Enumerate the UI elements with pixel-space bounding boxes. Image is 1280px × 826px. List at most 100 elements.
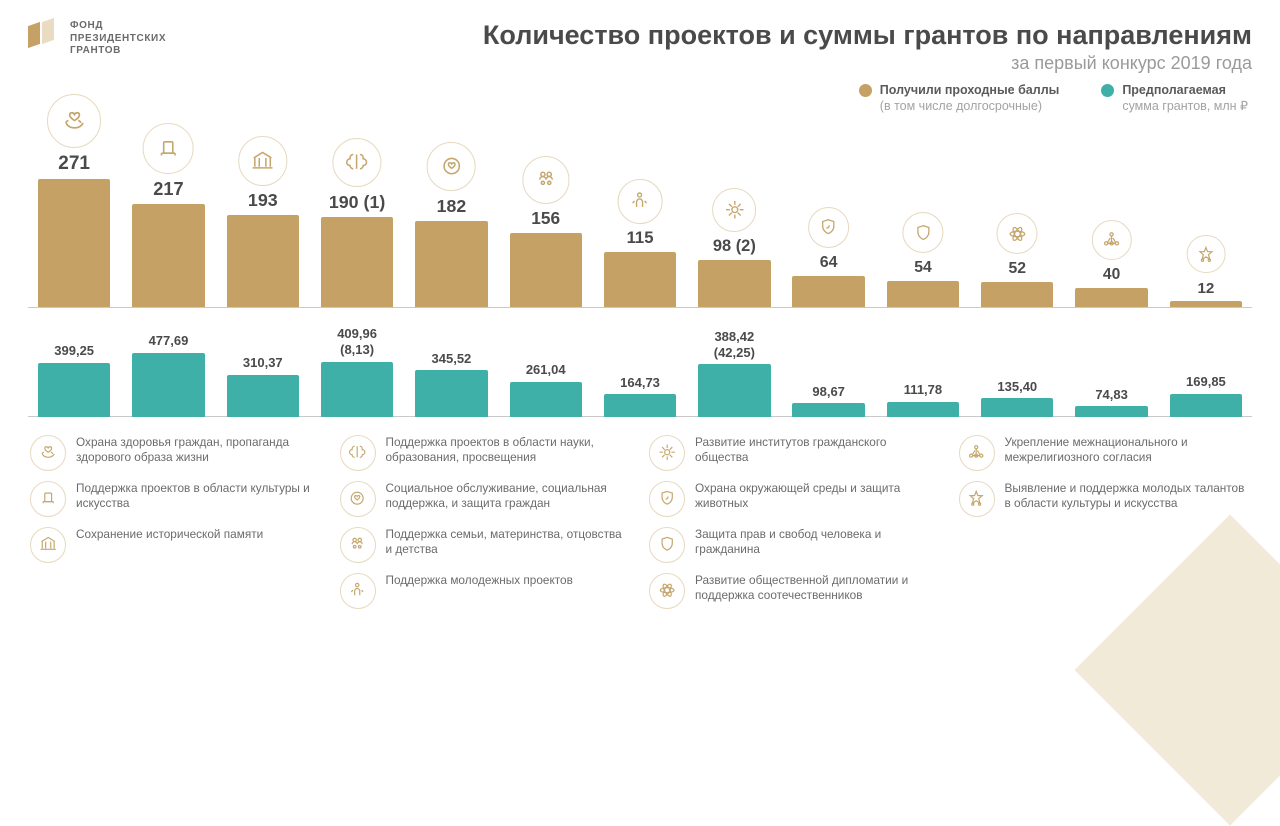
category-label: Поддержка проектов в области культуры и … [76, 481, 322, 513]
bar-top-label: 190 (1) [313, 192, 401, 213]
category-item: Поддержка проектов в области культуры и … [30, 481, 322, 517]
category-item: Защита прав и свобод человека и граждани… [649, 527, 941, 563]
logo-mark-icon [28, 20, 62, 54]
bar-top-label: 217 [124, 179, 212, 200]
chart-column: 12169,85 [1162, 121, 1250, 417]
bar-top-label: 64 [785, 254, 873, 272]
bar-top-label: 98 (2) [690, 237, 778, 256]
bar-projects [604, 252, 676, 306]
bar-grants [1075, 406, 1147, 416]
logo: ФОНД ПРЕЗИДЕНТСКИХ ГРАНТОВ [28, 20, 166, 58]
bar-projects [510, 233, 582, 307]
brain-icon [332, 138, 381, 187]
category-item: Сохранение исторической памяти [30, 527, 322, 563]
bar-projects [1075, 288, 1147, 307]
category-label: Сохранение исторической памяти [76, 527, 263, 543]
youth-icon [618, 179, 663, 224]
heart-hands-icon [30, 435, 66, 471]
bar-top-label: 156 [502, 208, 590, 229]
bar-grants [604, 394, 676, 416]
page-title: Количество проектов и суммы грантов по н… [184, 20, 1252, 51]
category-label: Развитие общественной дипломатии и подде… [695, 573, 941, 605]
family-icon [522, 156, 569, 203]
legend-passed: Получили проходные баллы (в том числе дол… [859, 82, 1060, 115]
bar-projects [132, 204, 204, 306]
bar-grants [415, 370, 487, 416]
chart-column: 54 111,78 [879, 121, 967, 417]
bar-grants [321, 362, 393, 417]
bar-grants [698, 364, 770, 416]
category-label: Охрана окружающей среды и защита животны… [695, 481, 941, 513]
legend-passed-main: Получили проходные баллы [880, 83, 1060, 97]
bar-bottom-label: 345,52 [407, 351, 495, 367]
compass-icon [649, 435, 685, 471]
logo-text: ФОНД ПРЕЗИДЕНТСКИХ ГРАНТОВ [70, 20, 166, 58]
bar-grants [510, 382, 582, 417]
orbits-icon [997, 213, 1038, 254]
bar-bottom-label: 261,04 [502, 362, 590, 378]
header: ФОНД ПРЕЗИДЕНТСКИХ ГРАНТОВ Количество пр… [28, 20, 1252, 74]
bar-top-label: 115 [596, 228, 684, 248]
youth-icon [340, 573, 376, 609]
network-icon [959, 435, 995, 471]
bar-grants [132, 353, 204, 417]
bar-bottom-label: 111,78 [879, 382, 967, 398]
chart-column: 64 98,67 [785, 121, 873, 417]
bar-grants [227, 375, 299, 417]
chart-column: 271 399,25 [30, 121, 118, 417]
network-icon [1091, 220, 1131, 260]
bar-bottom-label: 135,40 [973, 379, 1061, 395]
category-item: Поддержка молодежных проектов [340, 573, 632, 609]
bar-bottom-label: 169,85 [1162, 374, 1250, 390]
category-item: Поддержка проектов в области науки, обра… [340, 435, 632, 471]
star-icon [959, 481, 995, 517]
bar-top-label: 182 [407, 196, 495, 217]
bar-top-label: 193 [219, 190, 307, 211]
bar-top-label: 40 [1067, 266, 1155, 284]
category-label: Поддержка молодежных проектов [386, 573, 573, 589]
bar-bottom-label: 74,83 [1067, 387, 1155, 403]
bar-bottom-label: 388,42(42,25) [690, 329, 778, 360]
category-label: Укрепление межнационального и межрелигио… [1005, 435, 1251, 467]
chart-column: 98 (2) 388,42(42,25) [690, 121, 778, 417]
chart-column: 217477,69 [124, 121, 212, 417]
bar-grants [792, 403, 864, 416]
bar-grants [38, 363, 110, 416]
category-label: Поддержка семьи, материнства, отцовства … [386, 527, 632, 559]
bar-top-label: 54 [879, 259, 967, 277]
category-item: Социальное обслуживание, социальная подд… [340, 481, 632, 517]
star-icon [1187, 235, 1226, 274]
category-label: Развитие институтов гражданского обществ… [695, 435, 941, 467]
brain-icon [340, 435, 376, 471]
legend-grants: Предполагаемаясумма грантов, млн ₽ [1101, 82, 1248, 115]
bar-projects [981, 282, 1053, 307]
heart-hands-icon [47, 94, 101, 148]
legend-grants-sub: сумма грантов, млн ₽ [1122, 99, 1248, 113]
category-item: Выявление и поддержка молодых талантов в… [959, 481, 1251, 517]
category-item: Охрана здоровья граждан, пропаганда здор… [30, 435, 322, 471]
compass-icon [712, 188, 756, 232]
chart-column: 40 74,83 [1067, 121, 1155, 417]
museum-icon [30, 527, 66, 563]
bar-bottom-label: 399,25 [30, 343, 118, 359]
chart-column: 52 135,40 [973, 121, 1061, 417]
bar-bottom-label: 98,67 [785, 384, 873, 400]
bar-projects [887, 281, 959, 307]
legend-passed-sub: (в том числе долгосрочные) [880, 99, 1042, 113]
swatch-passed-icon [859, 84, 872, 97]
bar-top-label: 271 [30, 153, 118, 175]
chart-column: 193310,37 [219, 121, 307, 417]
shield-leaf-icon [808, 207, 850, 249]
shield-leaf-icon [649, 481, 685, 517]
category-item: Охрана окружающей среды и защита животны… [649, 481, 941, 517]
category-label: Социальное обслуживание, социальная подд… [386, 481, 632, 513]
chart-legend: Получили проходные баллы (в том числе дол… [28, 82, 1248, 115]
bar-top-label: 52 [973, 260, 1061, 278]
bar-projects [321, 217, 393, 307]
swatch-grants-icon [1101, 84, 1114, 97]
shield-icon [902, 212, 943, 253]
chart: 271399,25217477,69193310,37190 (1)409,96… [28, 121, 1252, 417]
category-item: Укрепление межнационального и межрелигио… [959, 435, 1251, 471]
painting-icon [30, 481, 66, 517]
chart-column: 115164,73 [596, 121, 684, 417]
